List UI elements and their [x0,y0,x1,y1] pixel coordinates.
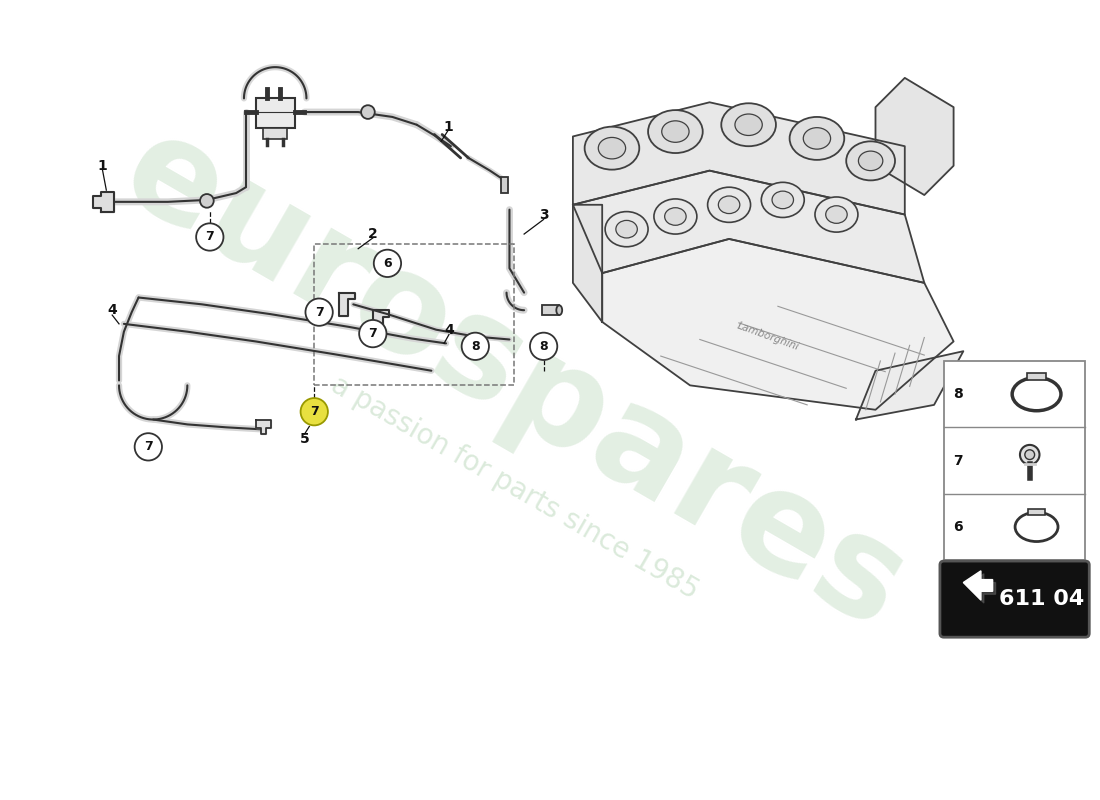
Bar [1027,510,1045,515]
Ellipse shape [707,187,750,222]
Circle shape [306,298,333,326]
Polygon shape [602,239,954,410]
Polygon shape [92,192,114,212]
Ellipse shape [803,128,830,149]
Circle shape [200,194,213,208]
Circle shape [359,320,386,347]
Circle shape [1020,445,1040,465]
Ellipse shape [735,114,762,135]
Ellipse shape [826,206,847,223]
Text: 7: 7 [206,230,214,243]
Text: 1: 1 [98,158,108,173]
Text: 6: 6 [954,520,964,534]
Circle shape [300,398,328,426]
Text: 5: 5 [299,432,309,446]
Bar [264,128,287,139]
Ellipse shape [722,103,776,146]
Text: 7: 7 [368,327,377,340]
Circle shape [134,433,162,461]
Circle shape [374,250,401,277]
Bar [944,361,1086,560]
Ellipse shape [664,208,686,226]
Ellipse shape [598,138,626,159]
Ellipse shape [557,306,562,315]
Polygon shape [373,310,389,334]
Bar [541,306,559,315]
Ellipse shape [584,126,639,170]
Ellipse shape [846,142,895,180]
Ellipse shape [761,182,804,218]
Polygon shape [966,574,996,603]
Text: 7: 7 [315,306,323,318]
Text: a passion for parts since 1985: a passion for parts since 1985 [326,371,703,605]
Ellipse shape [790,117,845,160]
FancyBboxPatch shape [939,561,1089,637]
Polygon shape [573,205,602,322]
Ellipse shape [653,199,697,234]
Text: 3: 3 [539,207,549,222]
Circle shape [530,333,558,360]
Text: 8: 8 [954,387,964,401]
Ellipse shape [616,220,637,238]
Polygon shape [573,102,905,214]
Text: 8: 8 [539,340,548,353]
Polygon shape [856,351,964,419]
Ellipse shape [772,191,793,209]
Ellipse shape [605,212,648,246]
Circle shape [462,333,490,360]
Text: 1: 1 [443,120,453,134]
Ellipse shape [648,110,703,153]
Text: 2: 2 [367,227,377,241]
Bar [315,244,515,386]
Bar [255,98,295,128]
Circle shape [361,106,375,119]
Text: 4: 4 [108,303,117,317]
Ellipse shape [815,197,858,232]
Text: 611 04: 611 04 [999,589,1085,609]
Polygon shape [964,571,992,600]
Bar [500,178,508,193]
Text: 7: 7 [310,406,319,418]
Circle shape [196,223,223,250]
Ellipse shape [858,151,883,170]
Text: eurospares: eurospares [100,102,928,658]
Text: 7: 7 [954,454,964,467]
Polygon shape [339,293,355,316]
Text: Lamborghini: Lamborghini [736,321,801,352]
Text: 6: 6 [383,257,392,270]
Text: 4: 4 [444,322,454,337]
Polygon shape [255,421,272,434]
Polygon shape [573,170,924,283]
Ellipse shape [718,196,740,214]
Circle shape [1025,450,1035,459]
Text: 7: 7 [144,440,153,454]
Text: 8: 8 [471,340,480,353]
Bar [1026,373,1046,381]
Polygon shape [876,78,954,195]
Ellipse shape [662,121,689,142]
